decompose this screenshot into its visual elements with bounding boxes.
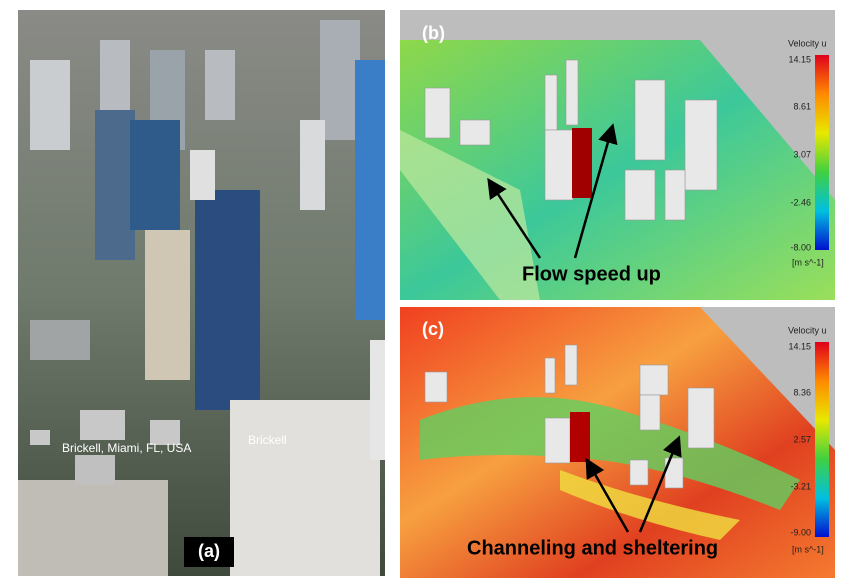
buildings: [424, 344, 715, 489]
target-building: [572, 128, 592, 198]
buildings: [18, 20, 385, 576]
colorbar-title: Velocity u: [788, 38, 827, 48]
panel-label: (a): [198, 541, 220, 561]
colorbar-tick: 14.15: [788, 54, 811, 64]
colorbar-tick: 3.07: [793, 149, 811, 159]
colorbar-tick: -2.46: [790, 197, 811, 207]
panel-c: (c) Velocity u 14.15 8.36 2.57 -3.21 -9.…: [400, 307, 835, 578]
arrow: [487, 177, 542, 259]
colorbar-tick: 14.15: [788, 341, 811, 351]
panel-label: (c): [422, 319, 444, 339]
location-label: Brickell, Miami, FL, USA: [62, 441, 191, 455]
flow-streak: [420, 397, 800, 510]
buildings: [424, 59, 718, 221]
arrow: [585, 457, 630, 533]
colorbar-tick: 2.57: [793, 434, 811, 444]
annotation: Channeling and sheltering: [467, 537, 718, 559]
colorbar: [815, 342, 829, 537]
colorbar-unit: [m s^-1]: [792, 257, 824, 267]
colorbar-tick: -8.00: [790, 242, 811, 252]
arrow: [573, 123, 618, 259]
target-building: [570, 412, 590, 462]
place-label: Brickell: [248, 433, 287, 447]
colorbar-tick: -3.21: [790, 481, 811, 491]
colorbar-tick: -9.00: [790, 527, 811, 537]
colorbar-tick: 8.36: [793, 387, 811, 397]
panel-label: (b): [422, 23, 445, 43]
colorbar-unit: [m s^-1]: [792, 544, 824, 554]
flow-streak: [400, 130, 540, 300]
colorbar: [815, 55, 829, 250]
annotation: Flow speed up: [522, 263, 661, 285]
colorbar-title: Velocity u: [788, 325, 827, 335]
panel-label-bg: [184, 537, 234, 567]
panel-a: Brickell, Miami, FL, USA Brickell (a): [18, 10, 385, 576]
arrow: [638, 435, 682, 533]
panel-b: (b) Velocity u 14.15 8.61 3.07 -2.46 -8.…: [400, 10, 835, 300]
colorbar-tick: 8.61: [793, 101, 811, 111]
